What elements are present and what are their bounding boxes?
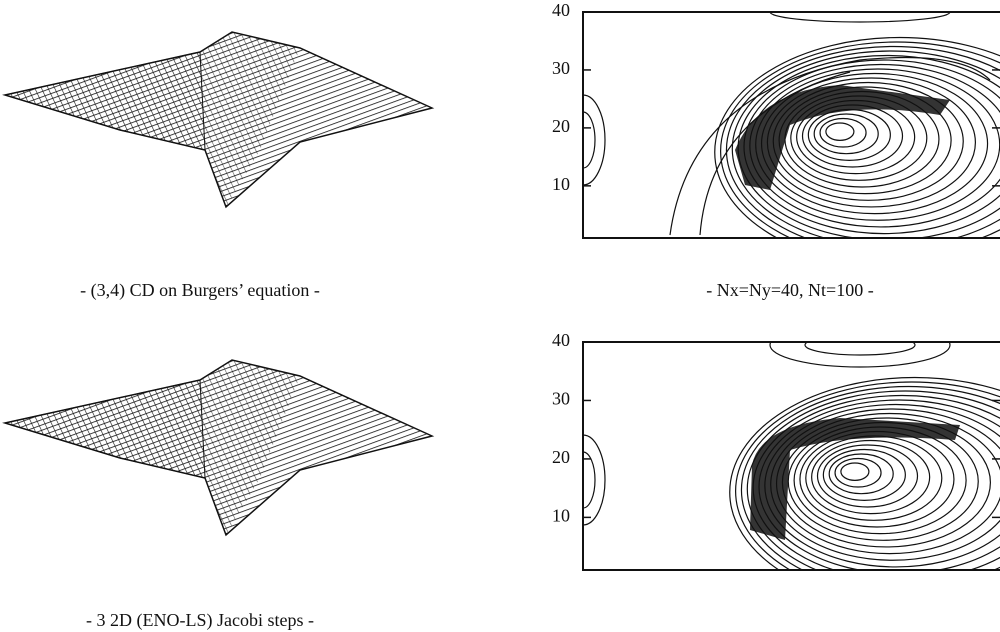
contour-line <box>583 111 596 169</box>
contour-line <box>669 56 991 236</box>
caption: - (3,4) CD on Burgers’ equation - <box>80 280 320 301</box>
contour-line <box>746 390 1000 570</box>
contour-line <box>769 12 951 23</box>
contour-band <box>750 418 960 540</box>
contour-line <box>840 462 870 481</box>
y-tick-label: 30 <box>552 58 570 78</box>
contour-band <box>735 85 950 190</box>
contour-line <box>583 451 596 509</box>
contour-line <box>583 434 606 526</box>
contour-line <box>583 94 606 186</box>
contour-line <box>731 50 1000 238</box>
caption: - 3 2D (ENO-LS) Jacobi steps - <box>86 610 314 631</box>
contour-plot <box>583 342 1000 570</box>
contour-line <box>699 71 851 236</box>
contour-line <box>735 381 1000 570</box>
contour-line <box>714 36 1000 238</box>
y-tick-label: 30 <box>552 389 570 409</box>
contour-line <box>805 435 943 521</box>
caption: - Nx=Ny=40, Nt=100 - <box>706 280 873 300</box>
contour-line <box>725 45 1000 238</box>
contour-line <box>769 342 951 368</box>
y-tick-label: 20 <box>552 116 570 136</box>
contour-line <box>822 448 906 501</box>
y-tick-label: 20 <box>552 447 570 467</box>
contour-line <box>804 342 916 356</box>
contour-line <box>819 117 867 148</box>
contour-line <box>813 113 879 155</box>
y-tick-label: 40 <box>552 0 570 20</box>
contour-line <box>720 41 1000 238</box>
y-tick-label: 40 <box>552 330 570 350</box>
contour-line <box>740 385 1000 570</box>
plot-frame <box>582 341 1000 571</box>
contour-line <box>825 122 855 141</box>
contour-line <box>729 376 1000 570</box>
contour-line <box>834 457 882 488</box>
y-tick-label: 10 <box>552 174 570 194</box>
plot-frame <box>582 11 1000 239</box>
contour-plot <box>583 12 1000 238</box>
contour-line <box>816 444 919 508</box>
contour-line <box>811 439 931 515</box>
y-tick-label: 10 <box>552 506 570 526</box>
contour-line <box>828 453 894 495</box>
surface-plot <box>2 359 435 537</box>
surface-plot <box>2 31 435 209</box>
